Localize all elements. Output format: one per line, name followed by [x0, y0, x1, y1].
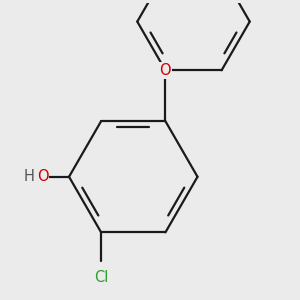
Text: Cl: Cl: [94, 270, 108, 285]
Text: H: H: [23, 169, 34, 184]
Text: O: O: [37, 169, 49, 184]
Text: O: O: [160, 63, 171, 78]
